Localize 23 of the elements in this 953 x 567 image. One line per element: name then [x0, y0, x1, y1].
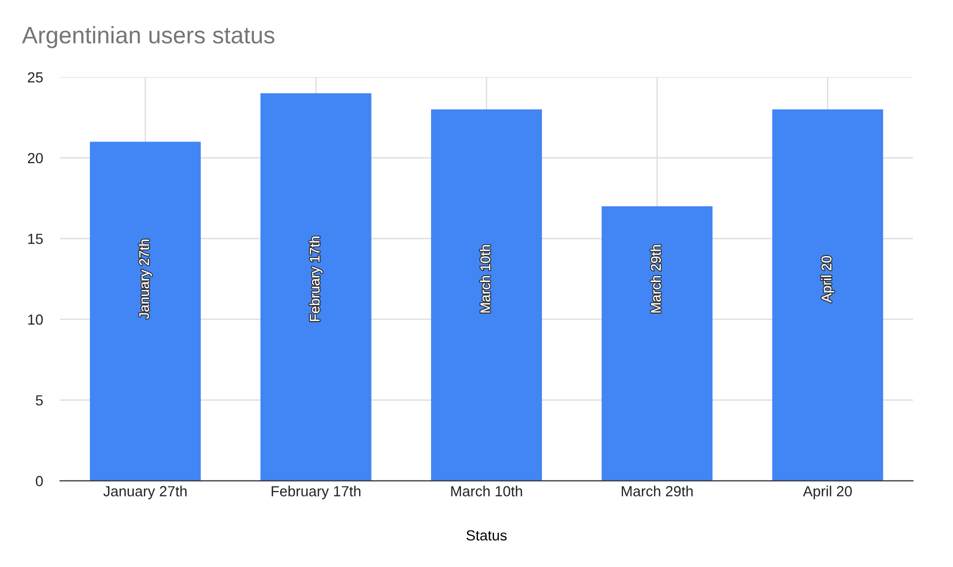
y-tick-label: 15	[28, 234, 43, 244]
category-label: February 17th	[309, 236, 322, 322]
y-tick-label: 10	[28, 314, 43, 325]
bar	[260, 93, 372, 481]
category-label: April 20	[821, 256, 834, 302]
x-tick-label: January 27th	[103, 486, 187, 500]
bar	[431, 109, 542, 481]
category-label: March 29th	[650, 245, 661, 313]
x-tick-label: March 29th	[622, 486, 693, 496]
chart-title: Argentinian users status	[22, 26, 274, 48]
y-tick-label: 20	[28, 152, 43, 164]
x-tick-label: March 10th	[451, 486, 522, 496]
x-axis-title: Status	[466, 530, 507, 541]
category-label: March 10th	[480, 245, 490, 313]
bar	[772, 109, 884, 481]
bar	[602, 206, 713, 481]
x-tick-label: February 17th	[272, 486, 360, 500]
y-tick-label: 0	[36, 476, 43, 486]
x-tick-label: April 20	[802, 486, 852, 500]
y-tick-label: 25	[28, 72, 43, 83]
category-label: January 27th	[138, 240, 152, 319]
bar	[90, 142, 201, 481]
y-tick-label: 5	[36, 395, 43, 406]
